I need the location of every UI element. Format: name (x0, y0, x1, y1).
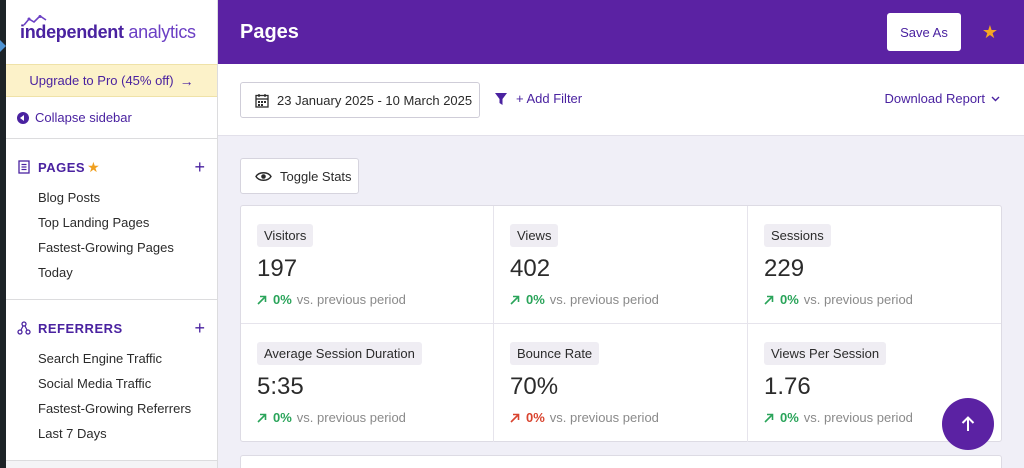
sidebar-item-social-media-traffic[interactable]: Social Media Traffic (38, 376, 152, 391)
sidebar-item-today[interactable]: Today (38, 265, 73, 280)
logo[interactable]: independent analytics (6, 0, 217, 64)
stat-change-percent: 0% (273, 410, 292, 425)
funnel-icon (495, 92, 507, 105)
stat-label: Views Per Session (764, 342, 887, 365)
stat-card-sessions: Sessions 229 0% vs. previous period (748, 206, 1001, 324)
upgrade-banner[interactable]: Upgrade to Pro (45% off) → (6, 64, 217, 97)
chevron-down-icon (991, 96, 1000, 101)
arrow-up-right-icon (257, 295, 267, 305)
chart-line-icon (23, 15, 47, 26)
star-icon: ★ (87, 158, 100, 175)
stat-card-views-per-session: Views Per Session 1.76 0% vs. previous p… (748, 324, 1001, 442)
admin-menu-pointer (0, 40, 6, 52)
arrow-up-right-icon (764, 295, 774, 305)
stat-value: 402 (510, 255, 551, 282)
stat-change: 0% vs. previous period (764, 410, 985, 425)
stat-change-suffix: vs. previous period (803, 292, 913, 307)
wp-admin-strip (0, 0, 6, 468)
section-header-referrers[interactable]: REFERRERS + (17, 318, 205, 338)
section-header-pages[interactable]: PAGES ★ + (17, 157, 205, 177)
sidebar-item-fastest-growing-pages[interactable]: Fastest-Growing Pages (38, 240, 174, 255)
arrow-up-right-icon (257, 413, 267, 423)
stat-value: 70% (510, 373, 559, 400)
arrow-right-icon: → (179, 72, 194, 89)
stat-change-suffix: vs. previous period (549, 292, 659, 307)
stat-label: Views (510, 224, 559, 247)
stat-change-percent: 0% (526, 410, 545, 425)
report-card (240, 455, 1002, 468)
stat-change-percent: 0% (780, 292, 799, 307)
collapse-sidebar-button[interactable]: Collapse sidebar (6, 97, 217, 139)
collapse-sidebar-label: Collapse sidebar (35, 110, 132, 125)
arrow-up-right-icon (764, 413, 774, 423)
logo-text-light: analytics (128, 21, 196, 42)
stat-change-suffix: vs. previous period (296, 410, 406, 425)
stat-value: 197 (257, 255, 298, 282)
add-filter-label: + Add Filter (516, 91, 583, 106)
stat-label: Bounce Rate (510, 342, 600, 365)
network-icon (17, 321, 31, 335)
stat-change: 0% vs. previous period (764, 292, 985, 307)
star-icon: ★ (981, 21, 999, 42)
sidebar: independent analytics Upgrade to Pro (45… (6, 0, 218, 468)
stat-change: 0% vs. previous period (510, 292, 731, 307)
sidebar-section-referrers: REFERRERS + Search Engine Traffic Social… (6, 300, 217, 461)
toggle-stats-button[interactable]: Toggle Stats (240, 158, 359, 194)
logo-text: independent analytics (20, 22, 196, 43)
stat-change: 0% vs. previous period (257, 410, 477, 425)
download-report-button[interactable]: Download Report (885, 91, 1000, 106)
add-report-button[interactable]: + (194, 157, 205, 177)
sidebar-item-search-engine-traffic[interactable]: Search Engine Traffic (38, 351, 163, 366)
stat-card-visitors: Visitors 197 0% vs. previous period (241, 206, 494, 324)
download-report-label: Download Report (884, 91, 985, 106)
sidebar-section-pages: PAGES ★ + Blog Posts Top Landing Pages F… (6, 139, 217, 300)
stats-grid: Visitors 197 0% vs. previous period View… (240, 205, 1002, 442)
stat-change-suffix: vs. previous period (803, 410, 913, 425)
stat-card-views: Views 402 0% vs. previous period (494, 206, 748, 324)
logo-text-bold: independent (20, 21, 124, 42)
stat-value: 229 (764, 255, 805, 282)
scroll-to-top-button[interactable] (942, 398, 994, 450)
favorite-star-button[interactable]: ★ (971, 13, 1009, 51)
main-content: Pages Save As ★ 23 January 2025 - 10 Mar… (218, 0, 1024, 468)
add-filter-button[interactable]: + Add Filter (494, 91, 582, 106)
sidebar-item-last-7-days[interactable]: Last 7 Days (38, 426, 107, 441)
arrow-up-right-icon (510, 295, 520, 305)
sidebar-item-blog-posts[interactable]: Blog Posts (38, 190, 101, 205)
calendar-icon (255, 93, 269, 108)
stat-card-bounce-rate: Bounce Rate 70% 0% vs. previous period (494, 324, 748, 442)
date-range-picker[interactable]: 23 January 2025 - 10 March 2025 (240, 82, 480, 118)
stat-value: 1.76 (764, 373, 811, 400)
stat-label: Average Session Duration (257, 342, 422, 365)
date-range-label: 23 January 2025 - 10 March 2025 (277, 92, 473, 108)
stat-label: Visitors (257, 224, 314, 247)
sidebar-filler (6, 461, 217, 468)
upgrade-label: Upgrade to Pro (45% off) (29, 73, 174, 88)
save-as-button[interactable]: Save As (887, 13, 961, 51)
stat-change-suffix: vs. previous period (296, 292, 406, 307)
section-title: REFERRERS (38, 320, 123, 336)
stat-label: Sessions (764, 224, 831, 247)
section-title: PAGES (38, 159, 86, 175)
sidebar-item-fastest-growing-referrers[interactable]: Fastest-Growing Referrers (38, 401, 192, 416)
stat-change: 0% vs. previous period (510, 410, 731, 425)
toggle-stats-label: Toggle Stats (280, 168, 352, 184)
stat-card-average-session-duration: Average Session Duration 5:35 0% vs. pre… (241, 324, 494, 442)
stat-change: 0% vs. previous period (257, 292, 477, 307)
stat-change-percent: 0% (273, 292, 292, 307)
stat-change-suffix: vs. previous period (549, 410, 659, 425)
document-icon (18, 160, 30, 174)
sidebar-item-top-landing-pages[interactable]: Top Landing Pages (38, 215, 150, 230)
arrow-up-right-icon (510, 413, 520, 423)
stat-change-percent: 0% (780, 410, 799, 425)
eye-icon (255, 171, 272, 181)
page-header: Pages Save As ★ (218, 0, 1024, 64)
add-report-button[interactable]: + (194, 318, 205, 338)
arrow-up-icon (961, 416, 975, 431)
collapse-arrow-icon (17, 111, 29, 124)
filter-bar: 23 January 2025 - 10 March 2025 + Add Fi… (218, 64, 1024, 136)
stat-value: 5:35 (257, 373, 304, 400)
page-title: Pages (240, 20, 299, 43)
stat-change-percent: 0% (526, 292, 545, 307)
